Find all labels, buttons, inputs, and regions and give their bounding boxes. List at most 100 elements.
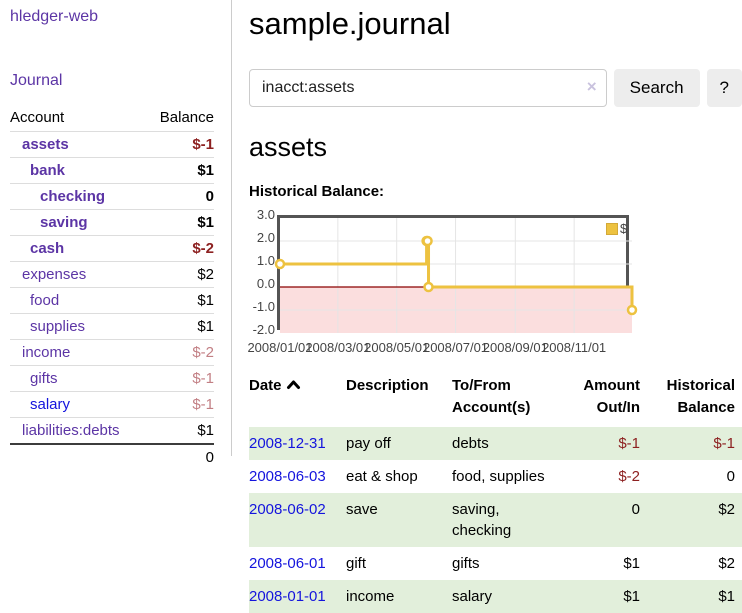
register-row: 2008-01-01 income salary $1 $1 xyxy=(249,579,742,613)
account-balance: $2 xyxy=(146,261,214,288)
account-link-bank[interactable]: bank xyxy=(30,162,66,179)
register-date-cell: 2008-01-01 xyxy=(249,579,346,613)
account-row: bank $1 xyxy=(10,157,214,184)
transaction-date-link[interactable]: 2008-12-31 xyxy=(249,434,326,452)
x-axis-tick-label: 2008/03/01 xyxy=(305,340,371,355)
account-balance: $-1 xyxy=(192,136,214,153)
account-link-assets[interactable]: assets xyxy=(22,136,69,153)
search-input[interactable] xyxy=(249,69,607,107)
sidebar: hledger-web Journal Account Balance asse… xyxy=(0,0,232,470)
register-date-cell: 2008-06-02 xyxy=(249,492,346,547)
register-table: Date Description To/From Account(s) Amou… xyxy=(249,373,742,613)
search-bar: × Search ? xyxy=(249,69,742,107)
register-accounts-cell: saving, checking xyxy=(452,492,564,547)
legend-swatch-icon xyxy=(606,222,618,235)
x-axis-tick-label: 2008/07/01 xyxy=(422,340,489,355)
search-input-wrap: × xyxy=(249,69,607,107)
account-row: assets $-1 xyxy=(10,132,214,158)
account-row: income $-2 xyxy=(10,339,214,366)
account-balance: $-2 xyxy=(146,339,214,366)
y-axis-tick-label: 3.0 xyxy=(256,207,275,222)
register-row: 2008-12-31 pay off debts $-1 $-1 xyxy=(249,426,742,460)
clear-search-icon[interactable]: × xyxy=(586,77,597,96)
register-amount-cell: $-2 xyxy=(618,467,640,485)
account-link-supplies[interactable]: supplies xyxy=(30,318,86,335)
register-balance-cell: $2 xyxy=(718,554,735,572)
x-axis-tick-label: 2008/05/01 xyxy=(364,340,430,355)
account-balance: 0 xyxy=(146,183,214,210)
register-description-cell: income xyxy=(346,579,452,613)
register-date-cell: 2008-06-01 xyxy=(249,547,346,580)
register-balance-cell: $-1 xyxy=(648,426,742,460)
account-balance: $-1 xyxy=(146,365,214,392)
account-heading: assets xyxy=(249,132,328,162)
legend-label: $ xyxy=(620,221,628,236)
x-axis-tick-label: 2008/09/01 xyxy=(482,340,548,355)
balance-column-header: Balance xyxy=(146,106,214,132)
account-row: cash $-2 xyxy=(10,235,214,262)
y-axis-tick-label: 0.0 xyxy=(256,276,275,291)
register-body: 2008-12-31 pay off debts $-1 $-1 2008-06-03 ea… xyxy=(249,426,742,613)
account-total-row: 0 xyxy=(10,443,214,470)
register-row: 2008-06-03 eat & shop food, supplies $-2 0 xyxy=(249,460,742,493)
balance-column-header-main: Historical Balance xyxy=(666,377,735,416)
description-column-header: Description xyxy=(346,377,429,394)
register-accounts-cell: debts xyxy=(452,426,564,460)
account-balance: $-1 xyxy=(146,391,214,418)
amount-column-header: Amount Out/In xyxy=(583,377,640,416)
account-link-income[interactable]: income xyxy=(22,344,71,361)
register-amount-cell: 0 xyxy=(564,492,648,547)
account-balance: $1 xyxy=(146,287,214,314)
register-header-row: Date Description To/From Account(s) Amou… xyxy=(249,373,742,427)
date-column-header[interactable]: Date xyxy=(249,373,346,427)
account-row: salary $-1 xyxy=(10,391,214,418)
y-axis-tick-label: -1.0 xyxy=(252,299,275,314)
register-accounts-cell: gifts xyxy=(452,554,480,572)
sidebar-item-journal[interactable]: Journal xyxy=(10,72,63,89)
register-date-cell: 2008-06-03 xyxy=(249,460,346,493)
account-link-liabilities-debts[interactable]: liabilities:debts xyxy=(22,422,120,439)
account-balance-table: Account Balance assets $-1 bank $1 checking 0… xyxy=(10,106,214,470)
tofrom-column-header: To/From Account(s) xyxy=(452,377,531,416)
account-link-saving[interactable]: saving xyxy=(40,214,88,231)
account-balance: $1 xyxy=(146,157,214,184)
y-axis-tick-label: 2.0 xyxy=(256,230,275,245)
account-table-header: Account Balance xyxy=(10,106,214,132)
register-balance-cell: $1 xyxy=(648,579,742,613)
account-link-gifts[interactable]: gifts xyxy=(30,370,58,387)
register-amount-cell: $1 xyxy=(564,579,648,613)
account-row: supplies $1 xyxy=(10,313,214,340)
main-content: sample.journal × Search ? assets Histori… xyxy=(233,0,742,613)
account-link-food[interactable]: food xyxy=(30,292,60,309)
y-axis-tick-label: 1.0 xyxy=(256,253,275,268)
x-axis-tick-label: 2008/01/01 xyxy=(247,340,313,355)
account-link-checking[interactable]: checking xyxy=(40,188,106,205)
register-description-cell: save xyxy=(346,492,452,547)
transaction-date-link[interactable]: 2008-06-01 xyxy=(249,554,326,572)
app-brand-link[interactable]: hledger-web xyxy=(10,8,99,25)
account-tree-body: assets $-1 bank $1 checking 0 saving $1 cash $-2 e… xyxy=(10,132,214,444)
register-row: 2008-06-02 save saving, checking 0 $2 xyxy=(249,492,742,547)
chart-plot-area xyxy=(274,215,638,333)
search-button[interactable]: Search xyxy=(613,69,700,107)
chart-legend: $ xyxy=(606,221,627,236)
account-link-cash[interactable]: cash xyxy=(30,240,65,257)
register-accounts-cell: salary xyxy=(452,579,564,613)
help-button[interactable]: ? xyxy=(706,69,742,107)
register-date-cell: 2008-12-31 xyxy=(249,426,346,460)
x-axis-tick-label: 2008/11/01 xyxy=(542,340,607,355)
register-amount-cell: $1 xyxy=(623,554,640,572)
account-link-expenses[interactable]: expenses xyxy=(22,266,87,283)
account-link-salary[interactable]: salary xyxy=(30,396,71,413)
account-row: saving $1 xyxy=(10,209,214,236)
transaction-date-link[interactable]: 2008-06-03 xyxy=(249,467,326,485)
register-description-cell: gift xyxy=(346,554,367,572)
register-balance-cell: 0 xyxy=(726,467,735,485)
transaction-date-link[interactable]: 2008-01-01 xyxy=(249,587,326,605)
account-row: expenses $2 xyxy=(10,261,214,288)
account-row: liabilities:debts $1 xyxy=(10,417,214,444)
transaction-date-link[interactable]: 2008-06-02 xyxy=(249,500,326,518)
account-balance: $1 xyxy=(146,313,214,340)
account-balance: $-2 xyxy=(146,235,214,262)
historical-balance-chart: $ 3.0 2.0 1.0 0.0 -1.0 -2.0 2008/01/01 2008/03/… xyxy=(247,207,742,359)
